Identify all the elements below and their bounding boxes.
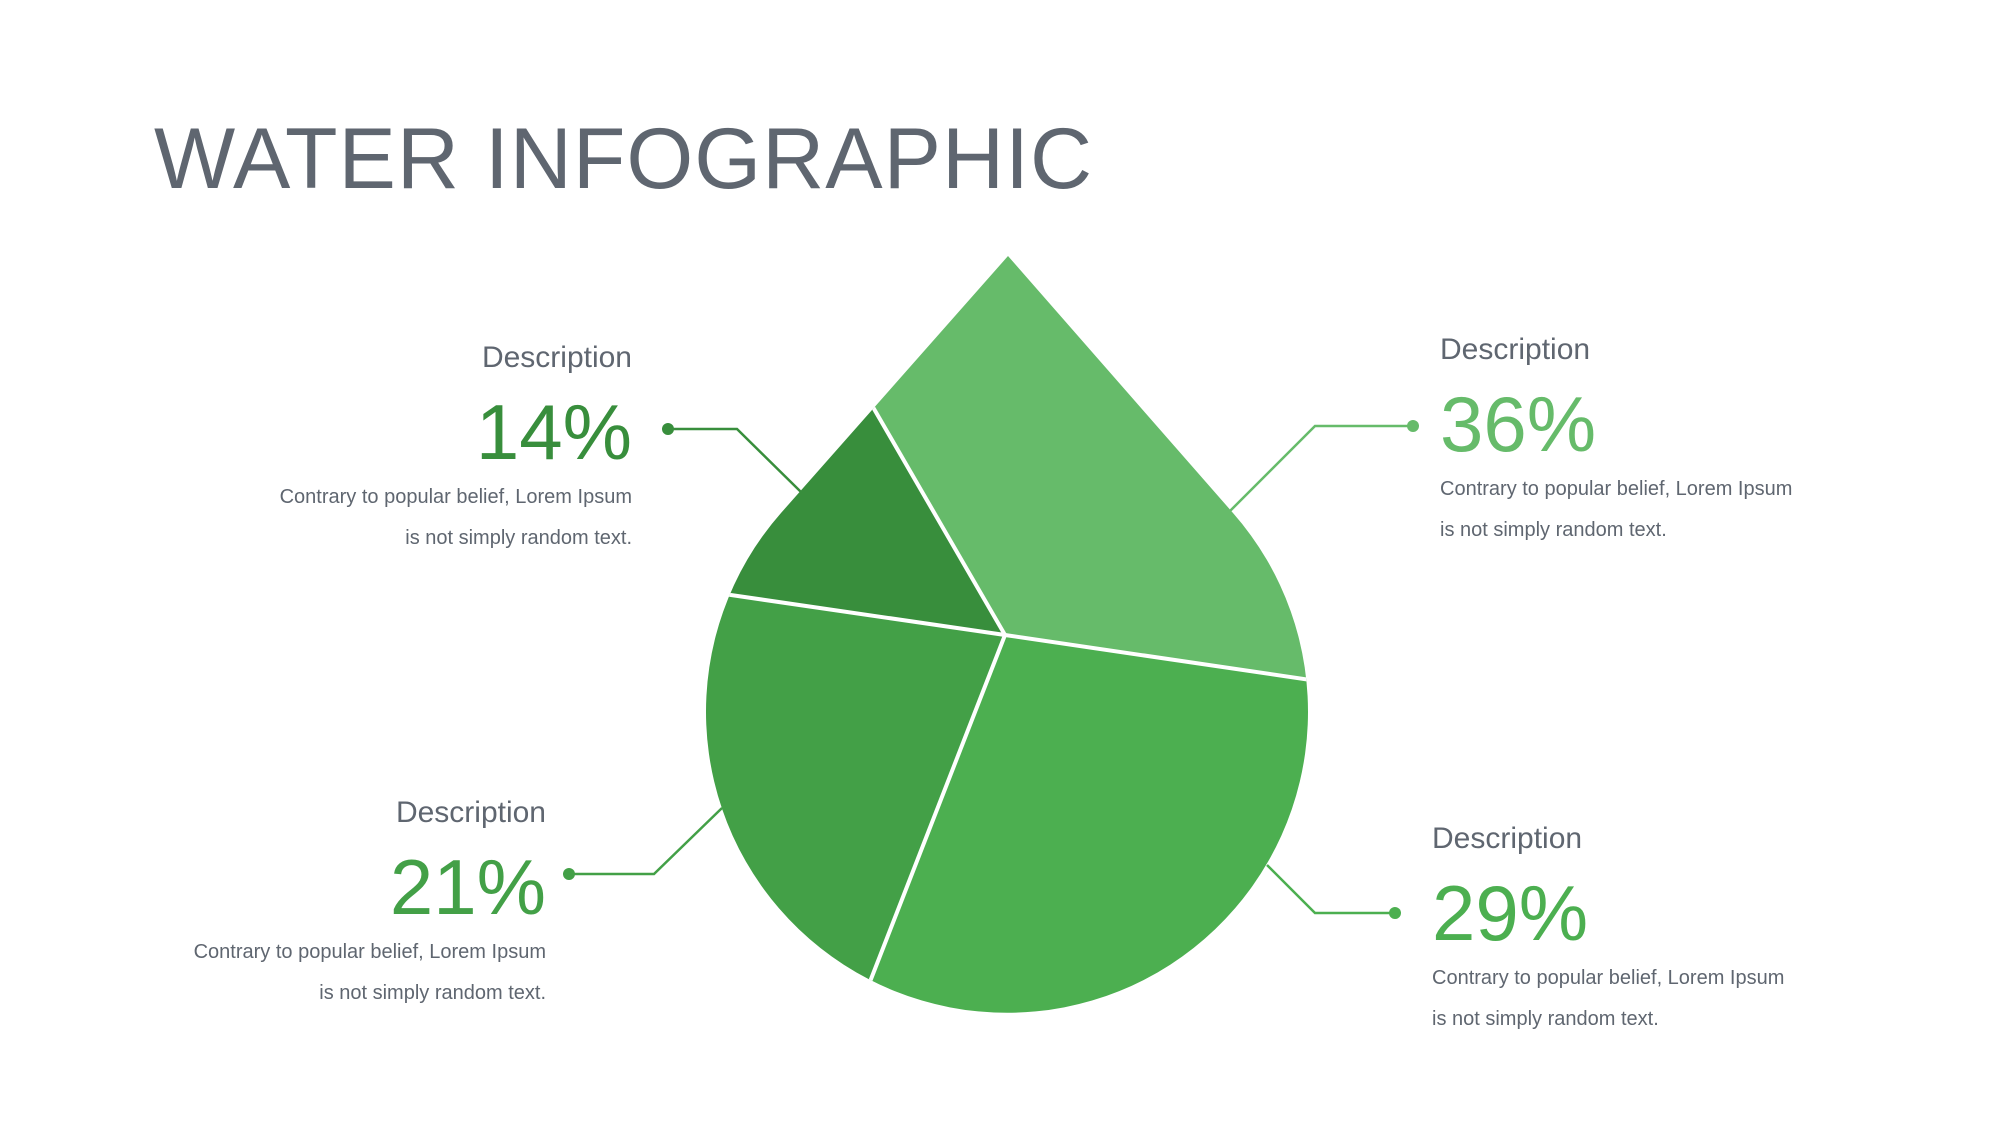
slice-value: 14% — [475, 388, 632, 476]
slice-text-line: Contrary to popular belief, Lorem Ipsum — [193, 941, 546, 963]
slice-text-line: Contrary to popular belief, Lorem Ipsum — [1432, 967, 1785, 989]
slice-text-line: Contrary to popular belief, Lorem Ipsum — [279, 486, 632, 508]
slice-divider — [705, 585, 1006, 637]
slice-label: Description — [481, 341, 632, 374]
slice-divider — [1004, 633, 1308, 690]
slice-divider — [846, 362, 1007, 637]
slice-text-line: is not simply random text. — [1432, 1008, 1659, 1030]
label-block-14: Description 14% Contrary to popular beli… — [112, 343, 632, 559]
slice-value: 36% — [1440, 380, 1597, 468]
connector-dot-21 — [563, 868, 575, 880]
label-block-36: Description 36% Contrary to popular beli… — [1440, 335, 1960, 551]
slice-text-line: is not simply random text. — [405, 527, 632, 549]
slice-text-line: is not simply random text. — [1440, 519, 1667, 541]
connector-dot-29 — [1389, 907, 1401, 919]
label-block-29: Description 29% Contrary to popular beli… — [1432, 824, 1952, 1040]
connector-line-36 — [1227, 424, 1413, 514]
page-title: WATER INFOGRAPHIC — [154, 111, 1094, 207]
label-block-21: Description 21% Contrary to popular beli… — [26, 798, 546, 1014]
connector-dot-36 — [1407, 420, 1419, 432]
connector-line-14 — [668, 427, 802, 493]
slice-text-line: is not simply random text. — [319, 982, 546, 1004]
slice-label: Description — [1432, 822, 1583, 855]
connector-dot-14 — [662, 423, 674, 435]
slice-label: Description — [1440, 333, 1591, 366]
connector-line-29 — [1266, 864, 1395, 915]
slice-value: 21% — [389, 843, 546, 931]
slice-text-line: Contrary to popular belief, Lorem Ipsum — [1440, 478, 1793, 500]
slice-value: 29% — [1432, 869, 1589, 957]
slice-label: Description — [395, 796, 546, 829]
connector-line-21 — [569, 807, 723, 876]
